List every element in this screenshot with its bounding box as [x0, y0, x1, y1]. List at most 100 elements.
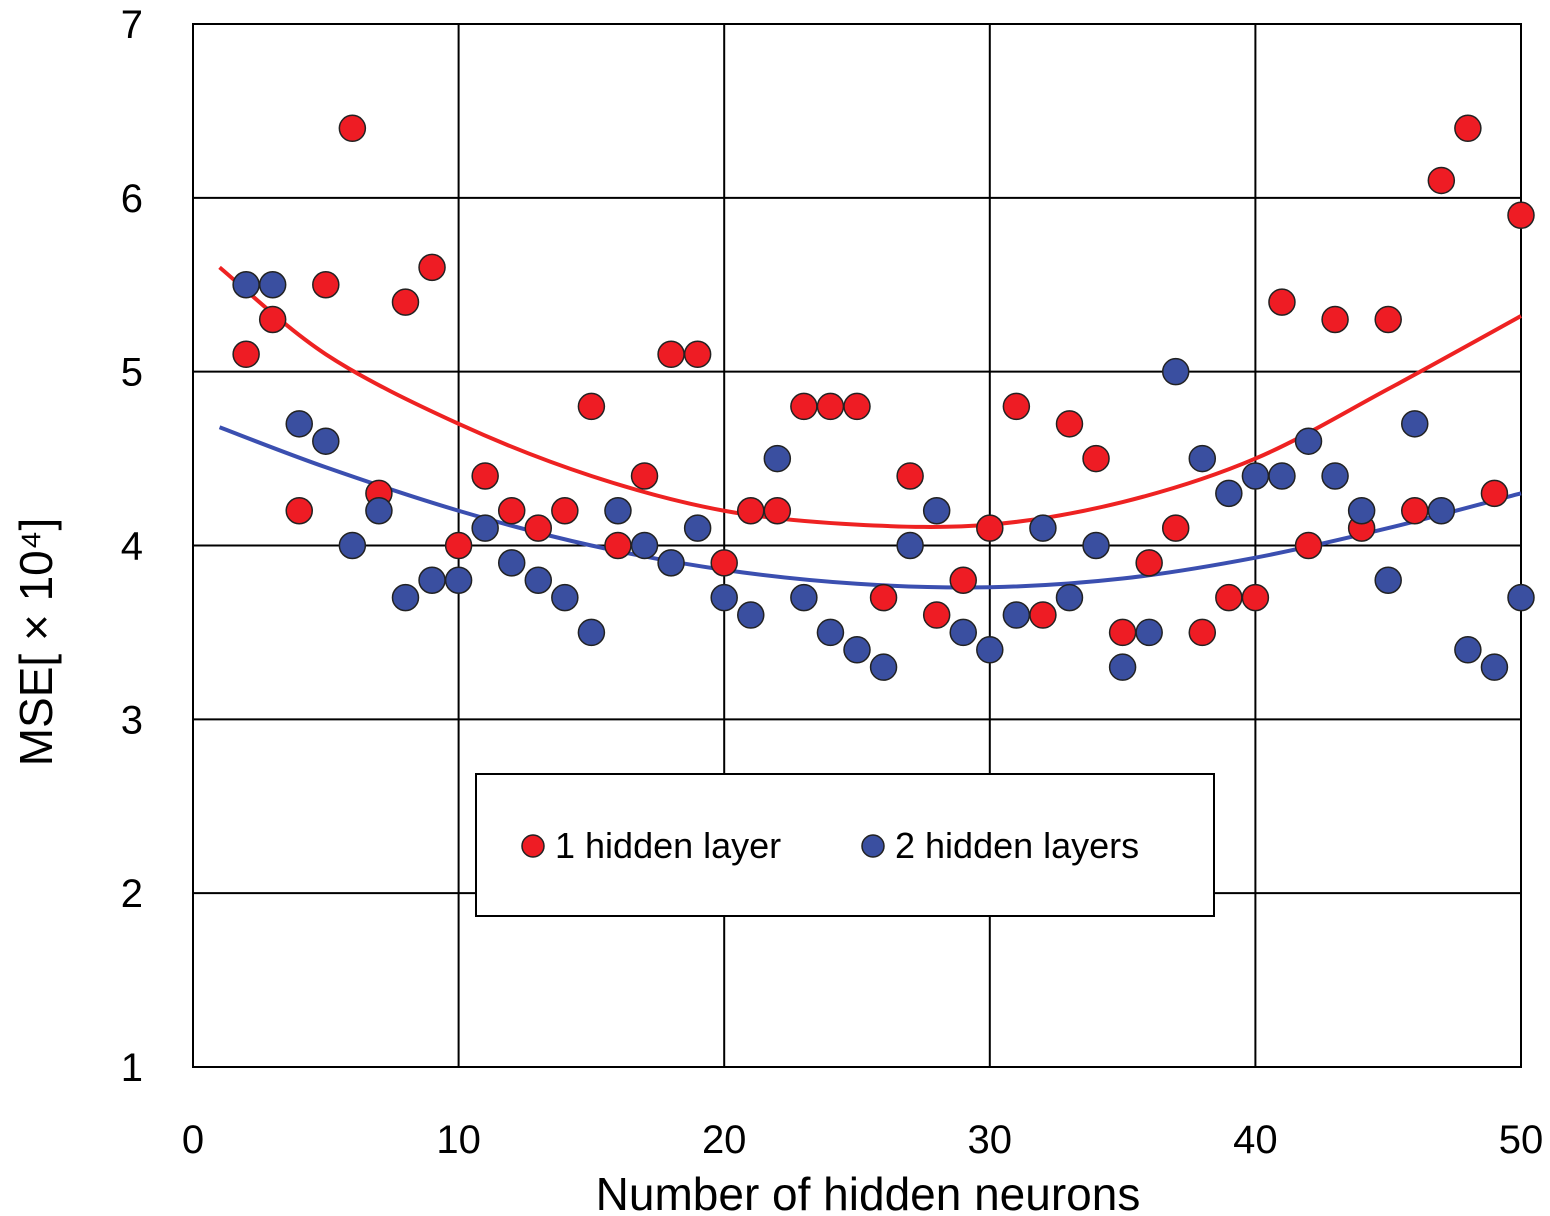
x-tick-label: 40: [1233, 1118, 1278, 1162]
data-point-series-1: [1215, 583, 1243, 612]
x-tick-labels: 0 10 20 30 40 50: [182, 1118, 1543, 1162]
data-point-series-1: [391, 288, 420, 316]
data-point-series-2: [896, 531, 924, 560]
data-point-series-2: [471, 514, 499, 542]
data-point-series-1: [896, 462, 924, 490]
data-point-series-1: [737, 496, 765, 525]
legend-marker-1-hidden-layer: [521, 834, 545, 858]
data-point-series-1: [790, 392, 818, 421]
data-point-series-2: [444, 566, 473, 595]
data-point-series-2: [577, 618, 606, 647]
y-tick-label: 6: [121, 177, 143, 221]
data-point-series-1: [232, 340, 260, 369]
data-point-series-2: [683, 514, 712, 542]
data-point-series-2: [391, 583, 420, 612]
data-point-series-2: [1374, 566, 1402, 595]
data-point-series-2: [1002, 601, 1031, 629]
x-axis-title: Number of hidden neurons: [596, 1168, 1141, 1216]
y-axis-title: MSE[ × 10⁴]: [10, 518, 62, 767]
data-point-series-2: [949, 618, 977, 647]
data-point-series-2: [869, 653, 898, 681]
data-point-series-2: [630, 531, 659, 560]
data-point-series-2: [657, 549, 685, 577]
data-point-series-2: [976, 636, 1004, 664]
data-point-series-1: [497, 496, 526, 525]
data-point-series-1: [604, 531, 632, 560]
data-point-series-1: [577, 392, 606, 421]
data-point-series-2: [922, 496, 951, 525]
data-point-series-2: [1347, 496, 1376, 525]
data-point-series-2: [1321, 462, 1349, 490]
data-point-series-1: [1135, 549, 1163, 577]
data-point-series-2: [737, 601, 765, 629]
data-point-series-2: [1401, 410, 1429, 438]
data-point-series-2: [843, 636, 871, 664]
x-tick-label: 0: [182, 1118, 204, 1162]
plot-frame: [192, 23, 1522, 1068]
data-point-series-1: [1401, 496, 1429, 525]
data-point-series-2: [232, 271, 260, 299]
data-point-series-2: [418, 566, 446, 595]
data-point-series-1: [258, 305, 287, 334]
data-point-series-2: [365, 496, 393, 525]
data-point-series-1: [1029, 601, 1057, 629]
data-point-series-1: [1055, 410, 1084, 438]
data-point-series-1: [1321, 305, 1349, 334]
data-point-series-2: [285, 410, 313, 438]
data-point-series-1: [1374, 305, 1402, 334]
data-point-series-1: [418, 253, 446, 282]
data-point-series-1: [1268, 288, 1296, 316]
data-point-series-1: [1082, 444, 1110, 473]
data-point-series-2: [1161, 357, 1190, 386]
legend-marker-2-hidden-layers: [861, 834, 885, 858]
y-tick-labels: 1 2 3 4 5 6 7: [121, 3, 143, 1090]
data-point-series-2: [1108, 653, 1137, 681]
data-point-series-2: [258, 271, 287, 299]
data-point-series-2: [1135, 618, 1163, 647]
data-point-series-2: [524, 566, 553, 595]
data-point-series-2: [1029, 514, 1057, 542]
legend-box: [475, 773, 1215, 917]
data-point-series-1: [763, 496, 792, 525]
legend-label-1-hidden-layer: 1 hidden layer: [555, 825, 781, 866]
y-tick-label: 5: [121, 351, 143, 395]
data-point-series-2: [1480, 653, 1509, 681]
data-point-series-1: [551, 496, 579, 525]
y-tick-label: 3: [121, 698, 143, 742]
data-point-series-1: [657, 340, 685, 369]
data-point-series-1: [312, 271, 340, 299]
data-point-series-2: [338, 531, 367, 560]
x-tick-label: 20: [702, 1118, 747, 1162]
data-point-series-1: [444, 531, 473, 560]
y-tick-label: 1: [121, 1046, 143, 1090]
data-point-series-1: [471, 462, 499, 490]
x-tick-label: 30: [968, 1118, 1013, 1162]
data-point-series-2: [1427, 496, 1456, 525]
data-point-series-1: [922, 601, 951, 629]
data-point-series-1: [1480, 479, 1509, 508]
y-tick-label: 2: [121, 872, 143, 916]
data-point-series-2: [1241, 462, 1270, 490]
legend-label-2-hidden-layers: 2 hidden layers: [895, 825, 1139, 866]
data-point-series-1: [976, 514, 1004, 542]
data-point-series-1: [1241, 583, 1270, 612]
data-point-series-1: [1161, 514, 1190, 542]
data-point-series-1: [1427, 166, 1456, 195]
data-point-series-1: [1294, 531, 1323, 560]
data-point-series-1: [710, 549, 738, 577]
data-point-series-2: [1055, 583, 1084, 612]
data-point-series-1: [1507, 201, 1535, 229]
data-point-series-1: [683, 340, 712, 369]
data-point-series-1: [1108, 618, 1137, 647]
data-point-series-1: [285, 496, 313, 525]
data-point-series-2: [1294, 427, 1323, 455]
data-point-series-2: [604, 496, 632, 525]
data-point-series-2: [1215, 479, 1243, 508]
data-point-series-1: [816, 392, 845, 421]
x-tick-label: 50: [1499, 1118, 1544, 1162]
data-point-series-1: [1454, 114, 1482, 143]
data-point-series-1: [843, 392, 871, 421]
data-point-series-1: [1188, 618, 1217, 647]
